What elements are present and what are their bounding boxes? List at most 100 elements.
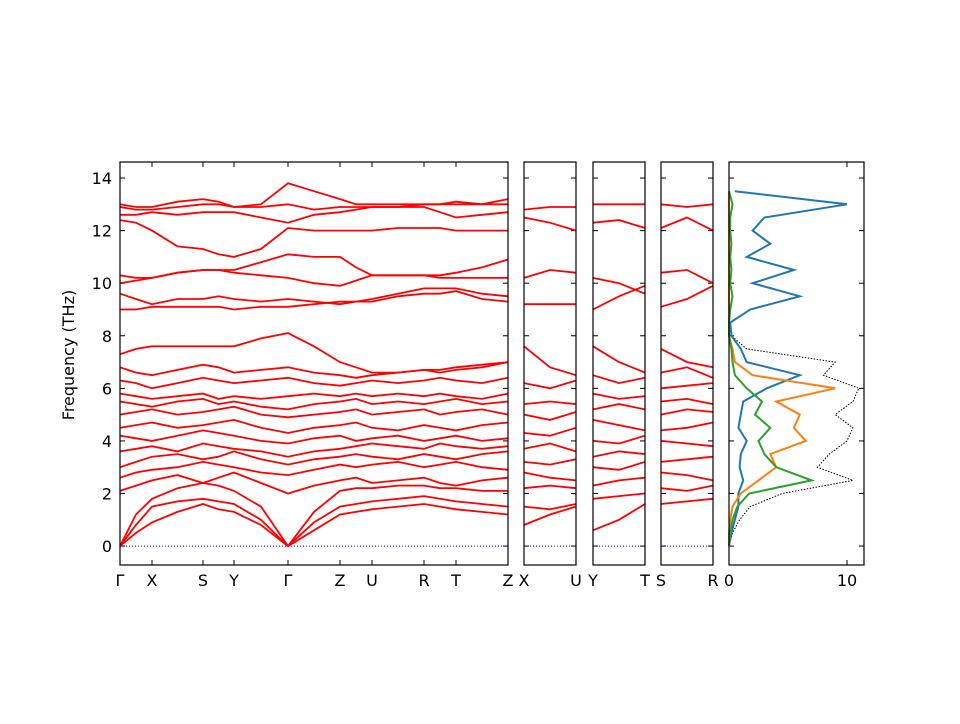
band <box>119 361 509 379</box>
band <box>592 503 646 532</box>
x-tick-label: Y <box>587 571 598 590</box>
band <box>592 219 646 229</box>
band <box>523 345 577 377</box>
band <box>119 429 509 445</box>
dos-curve <box>728 190 816 547</box>
x-tick-label: S <box>198 571 208 590</box>
x-tick-label: S <box>656 571 666 590</box>
x-tick-label: X <box>147 571 158 590</box>
band <box>119 450 509 469</box>
x-tick-label: Y <box>228 571 239 590</box>
band <box>523 505 577 526</box>
band <box>660 455 714 463</box>
x-tick-label: Γ <box>284 571 293 590</box>
panel-frame <box>592 161 646 566</box>
band <box>119 418 509 434</box>
y-tick-label: 4 <box>102 432 112 451</box>
band <box>592 434 646 445</box>
band <box>660 284 714 308</box>
band <box>523 379 577 390</box>
band <box>523 400 577 405</box>
x-tick-label: R <box>418 571 429 590</box>
panel-frame <box>523 161 577 566</box>
x-tick-label: T <box>639 571 650 590</box>
band <box>119 376 509 390</box>
band <box>119 203 508 211</box>
band <box>119 442 509 458</box>
band <box>523 503 577 511</box>
y-tick-label: 2 <box>102 484 112 503</box>
band <box>119 471 509 495</box>
y-tick-label: 14 <box>92 169 112 188</box>
band <box>523 471 577 482</box>
x-tick-label: R <box>707 571 718 590</box>
band <box>119 392 509 400</box>
band <box>592 403 646 411</box>
band <box>592 476 646 487</box>
band <box>592 492 646 500</box>
panel-frame <box>728 161 865 566</box>
band <box>660 348 714 369</box>
band <box>660 397 714 405</box>
band <box>592 284 646 311</box>
dos-curve <box>728 191 836 547</box>
band <box>660 408 714 416</box>
band <box>592 450 646 458</box>
x-tick-label: Z <box>335 571 346 590</box>
band <box>523 484 577 490</box>
band <box>523 426 577 437</box>
band <box>119 332 509 374</box>
y-tick-label: 6 <box>102 379 112 398</box>
band <box>660 203 714 208</box>
y-axis-label: Frequency (THz) <box>59 290 78 420</box>
band <box>660 497 714 505</box>
band <box>523 458 577 466</box>
band <box>119 182 509 208</box>
band <box>660 484 714 492</box>
x-tick-label: 10 <box>837 571 857 590</box>
band <box>660 471 714 482</box>
panel-frame <box>119 161 509 566</box>
band <box>119 253 508 279</box>
dos-curve <box>728 190 860 547</box>
band <box>592 419 646 432</box>
band <box>119 460 509 479</box>
x-tick-label: X <box>519 571 530 590</box>
band <box>119 405 509 419</box>
y-tick-label: 12 <box>92 222 112 241</box>
band <box>660 216 714 232</box>
band <box>119 219 508 258</box>
band <box>523 269 577 279</box>
band <box>523 216 577 232</box>
band <box>523 206 576 211</box>
band <box>660 382 714 390</box>
band <box>592 277 646 295</box>
band <box>523 442 577 453</box>
band <box>119 503 509 548</box>
band <box>120 206 509 224</box>
panel-frame <box>660 161 714 566</box>
band <box>592 345 646 374</box>
band <box>592 461 646 471</box>
band <box>119 397 509 411</box>
band <box>119 482 508 548</box>
y-tick-label: 10 <box>92 274 112 293</box>
band <box>592 392 646 400</box>
x-tick-label: T <box>450 571 461 590</box>
y-tick-label: 0 <box>102 537 112 556</box>
x-tick-label: 0 <box>724 571 734 590</box>
band <box>660 440 714 448</box>
band <box>660 366 714 379</box>
band <box>660 421 714 432</box>
x-tick-label: Z <box>503 571 514 590</box>
band <box>119 495 509 548</box>
x-tick-label: U <box>366 571 378 590</box>
y-tick-label: 8 <box>102 327 112 346</box>
band <box>592 374 646 385</box>
band <box>119 287 509 306</box>
band <box>660 269 714 285</box>
band <box>523 411 577 421</box>
dos-curve <box>728 190 848 547</box>
band <box>120 290 509 311</box>
